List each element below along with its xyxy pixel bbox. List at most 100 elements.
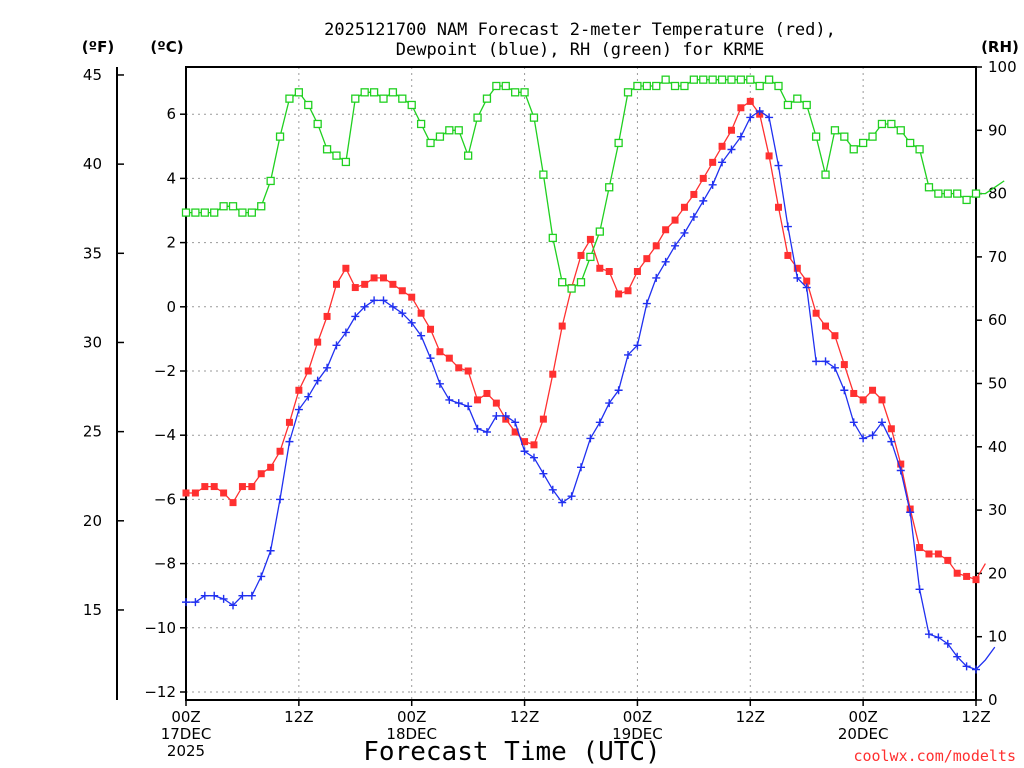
dewpoint-point (341, 328, 350, 337)
dewpoint-point (294, 405, 303, 414)
dewpoint-point (445, 395, 454, 404)
tick-label-rh: 100 (988, 58, 1017, 76)
temperature-point (803, 277, 811, 285)
rh-point (670, 81, 680, 91)
tick-label-x: 17DEC (161, 725, 212, 743)
rh-point (727, 75, 736, 84)
rh-point (595, 227, 604, 236)
dewpoint-point (868, 431, 877, 440)
unit-label-rh: (RH) (981, 38, 1019, 56)
tick-label-rh: 30 (988, 501, 1007, 519)
dewpoint-point (360, 302, 369, 311)
rh-point (520, 88, 529, 97)
dewpoint-point (614, 386, 623, 395)
temperature-point (652, 242, 660, 250)
temperature-point (662, 226, 670, 234)
dewpoint-point (821, 357, 830, 366)
tick-label-c: −6 (154, 490, 176, 508)
temperature-point (831, 332, 839, 340)
temperature-point (276, 447, 284, 455)
tick-label-c: −2 (154, 362, 176, 380)
tick-label-f: 25 (83, 423, 102, 441)
dewpoint-point (642, 299, 651, 308)
tick-label-rh: 10 (988, 628, 1007, 646)
rh-point (379, 94, 388, 103)
rh-point (181, 208, 191, 217)
temperature-point (897, 460, 905, 468)
dewpoint-point (699, 196, 708, 205)
temperature-point (464, 367, 472, 375)
dewpoint-point (746, 113, 755, 122)
temperature-point (878, 396, 886, 404)
x-axis-label: Forecast Time (UTC) (363, 737, 660, 767)
tick-label-x: 2025 (167, 742, 205, 760)
temperature-point (869, 386, 877, 394)
rh-point (605, 183, 614, 192)
rh-point (717, 75, 727, 84)
tick-label-x: 00Z (397, 708, 426, 726)
rh-point (219, 202, 228, 211)
dewpoint-point (501, 411, 510, 420)
temperature-point (370, 274, 378, 282)
tick-label-c: 2 (166, 234, 176, 252)
rh-point (200, 208, 209, 217)
dewpoint-point (793, 273, 802, 282)
dewpoint-point (304, 392, 313, 401)
tick-label-rh: 70 (988, 248, 1007, 266)
rh-point (548, 233, 557, 243)
temperature-point (925, 550, 933, 558)
dewpoint-point (830, 363, 839, 372)
temperature-point (210, 483, 218, 491)
tick-label-x: 12Z (736, 708, 765, 726)
series-layer (181, 75, 1005, 674)
temperature-point (182, 489, 190, 497)
rh-point (746, 75, 755, 84)
rh-point (492, 81, 501, 91)
dewpoint-point (595, 418, 604, 427)
dewpoint-point (812, 357, 821, 366)
tick-label-rh: 60 (988, 311, 1007, 329)
rh-point (830, 126, 840, 135)
temperature-point (427, 325, 435, 333)
dewpoint-point (661, 257, 670, 266)
unit-label-celsius: (ºC) (150, 38, 183, 56)
temperature-point (690, 190, 698, 198)
rh-point (341, 157, 351, 167)
rh-point (699, 75, 708, 84)
rh-point (351, 94, 360, 103)
temperature-point (201, 483, 209, 491)
rh-point (915, 145, 924, 154)
tick-label-x: 00Z (848, 708, 877, 726)
temperature-point (934, 550, 942, 558)
rh-point (887, 119, 896, 129)
dewpoint-point (774, 161, 783, 170)
rh-point (398, 94, 407, 103)
dewpoint-point (464, 402, 473, 411)
dewpoint-point (370, 296, 379, 305)
dewpoint-point (219, 594, 228, 603)
tick-label-rh: 40 (988, 438, 1007, 456)
dewpoint-point (266, 546, 275, 555)
series-line-rh (186, 78, 1005, 290)
rh-point (558, 278, 567, 287)
dewpoint-point (887, 437, 896, 446)
rh-point (623, 88, 633, 97)
temperature-point (314, 338, 322, 346)
dewpoint-point (689, 212, 698, 221)
dewpoint-point (388, 302, 397, 311)
rh-point (764, 75, 774, 84)
dewpoint-point (896, 466, 905, 475)
dewpoint-point (924, 630, 933, 639)
temperature-point (596, 264, 604, 272)
dewpoint-point (953, 652, 962, 661)
dewpoint-point (529, 453, 538, 462)
temperature-point (953, 569, 961, 577)
dewpoint-point (379, 296, 388, 305)
temperature-point (633, 267, 641, 275)
dewpoint-point (586, 434, 595, 443)
dewpoint-point (417, 331, 426, 340)
dewpoint-point (323, 363, 332, 372)
temperature-point (765, 152, 773, 160)
